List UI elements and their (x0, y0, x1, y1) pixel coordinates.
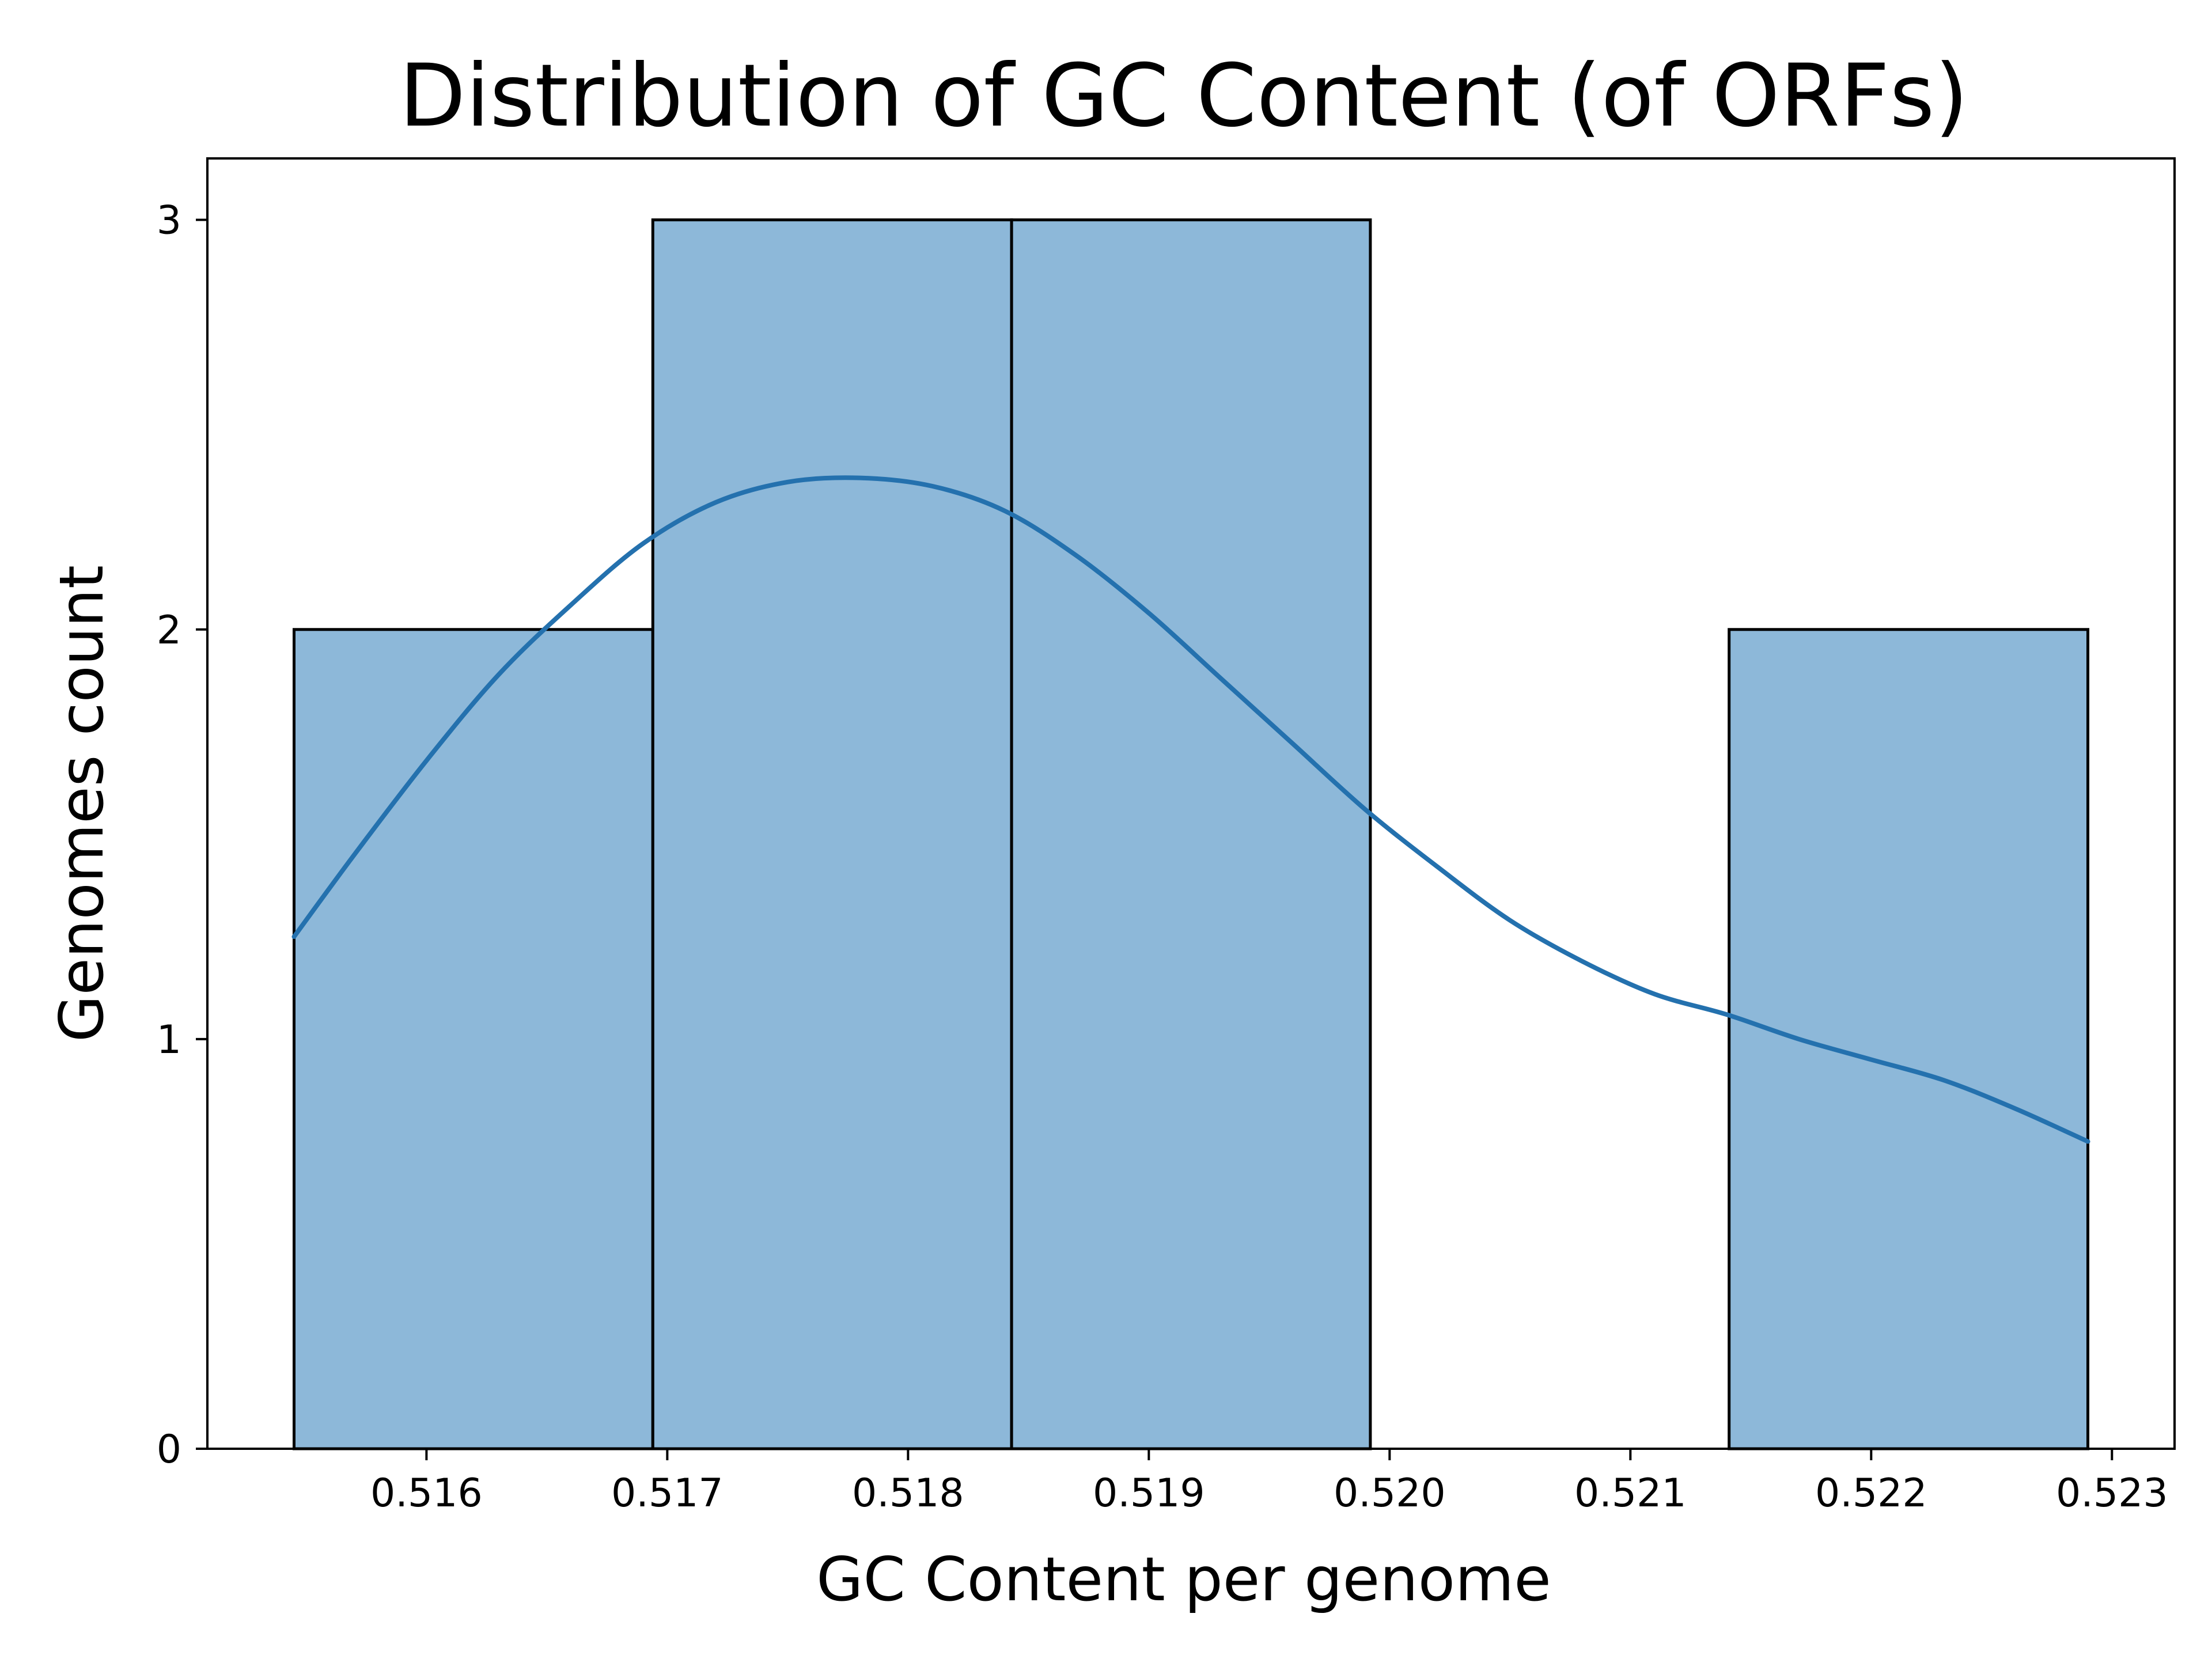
y-axis-ticks: 0 1 2 3 (157, 198, 207, 1472)
x-axis-label: GC Content per genome (816, 1544, 1551, 1615)
y-tick-label: 2 (157, 608, 181, 653)
histogram-bar-2 (651, 218, 1013, 1450)
chart-title: Distribution of GC Content (of ORFs) (399, 46, 1968, 146)
y-tick-label: 0 (157, 1427, 181, 1472)
x-tick-label: 0.523 (2056, 1471, 2168, 1516)
y-tick-label: 1 (157, 1017, 181, 1063)
x-tick-label: 0.520 (1334, 1471, 1446, 1516)
histogram-bar-5 (1728, 628, 2090, 1450)
histogram-bars (292, 218, 2090, 1450)
y-tick-label: 3 (157, 198, 181, 244)
histogram-bar-1 (292, 628, 654, 1450)
x-tick-label: 0.518 (852, 1471, 964, 1516)
x-axis-ticks: 0.516 0.517 0.518 0.519 0.520 0.521 0.522 0.523 (370, 1449, 2168, 1516)
x-tick-label: 0.517 (611, 1471, 724, 1516)
plot-frame (206, 157, 2176, 1450)
x-tick-label: 0.522 (1815, 1471, 1927, 1516)
x-tick-label: 0.521 (1574, 1471, 1687, 1516)
y-axis-label: Genomes count (47, 565, 117, 1042)
histogram-bar-3 (1010, 218, 1372, 1450)
x-tick-label: 0.519 (1093, 1471, 1205, 1516)
kde-curve (291, 475, 2090, 1144)
x-tick-label: 0.516 (370, 1471, 483, 1516)
